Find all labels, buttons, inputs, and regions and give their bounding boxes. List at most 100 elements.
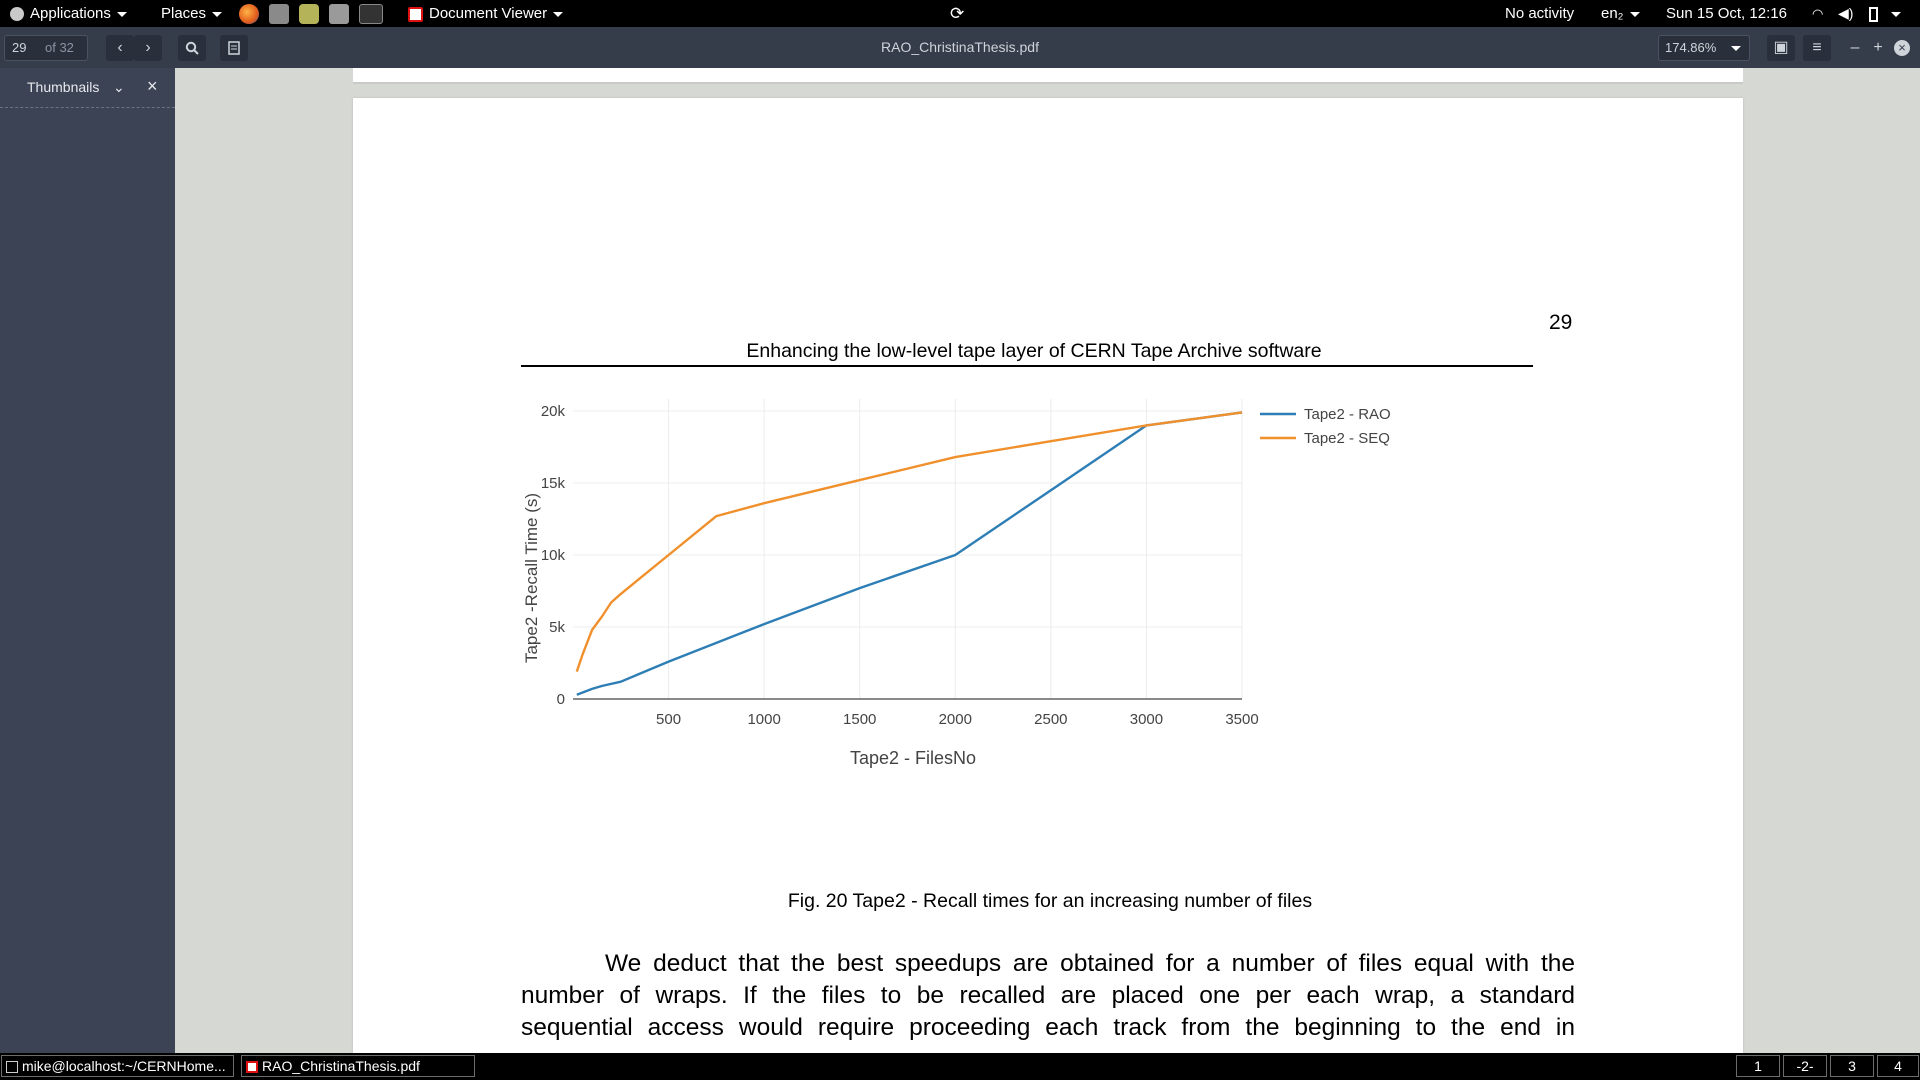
refresh-icon[interactable]: ⟳: [950, 4, 965, 23]
y-axis-label: Tape2 -Recall Time (s): [522, 493, 541, 663]
y-tick-label: 15k: [541, 475, 566, 492]
task-label: RAO_ChristinaThesis.pdf: [262, 1058, 420, 1074]
workspace-2[interactable]: -2-: [1783, 1055, 1827, 1077]
system-menu[interactable]: [1885, 0, 1901, 27]
x-tick-label: 3500: [1225, 711, 1258, 728]
y-tick-label: 5k: [549, 619, 565, 636]
chart-legend: Tape2 - RAO Tape2 - SEQ: [1260, 406, 1391, 447]
applications-menu[interactable]: Applications: [10, 0, 127, 27]
x-tick-label: 3000: [1130, 711, 1163, 728]
body-text: We deduct that the best speedups are obt…: [521, 948, 1575, 1044]
document-viewer-icon: [246, 1061, 258, 1074]
sidebar-header: Thumbnails ⌄ ×: [0, 68, 175, 108]
chevron-down-icon: [212, 11, 223, 17]
chart-ticks: 500 1000 1500 2000 2500 3000 3500 0 5k 10k 15k 20k: [541, 403, 1259, 728]
menu-button[interactable]: ≡: [1803, 35, 1831, 61]
top-panel: Applications Places Document Viewer ⟳ No…: [0, 0, 1920, 27]
close-sidebar-button[interactable]: ×: [147, 76, 158, 97]
chevron-down-icon: [1731, 46, 1741, 51]
pdf-page: 29 Enhancing the low-level tape layer of…: [353, 98, 1743, 1053]
battery-icon[interactable]: [1869, 0, 1878, 27]
terminal-icon[interactable]: [359, 4, 383, 24]
places-menu[interactable]: Places: [161, 0, 223, 27]
x-axis-label: Tape2 - FilesNo: [850, 748, 976, 768]
keyboard-layout-label: en₂: [1601, 5, 1624, 22]
wifi-icon[interactable]: ◠: [1812, 6, 1824, 21]
firefox-icon[interactable]: [239, 4, 259, 24]
x-tick-label: 500: [656, 711, 681, 728]
body-line: number of wraps. If the files to be reca…: [521, 982, 1575, 1009]
chevron-down-icon: [553, 11, 564, 17]
y-tick-label: 10k: [541, 547, 566, 564]
viewer-toolbar: 29 of 32 ‹ › RAO_ChristinaThesis.pdf 174…: [0, 27, 1920, 68]
chevron-down-icon: [1629, 11, 1640, 17]
document-title: RAO_ChristinaThesis.pdf: [881, 39, 1039, 55]
sidebar-mode-dropdown[interactable]: ⌄: [113, 79, 125, 96]
volume-icon[interactable]: ◀): [1838, 5, 1854, 21]
search-button[interactable]: [178, 35, 206, 61]
workspace-3[interactable]: 3: [1830, 1055, 1874, 1077]
minimize-button[interactable]: –: [1843, 35, 1867, 61]
document-save-icon: ▣: [1773, 39, 1789, 56]
x-tick-label: 2500: [1034, 711, 1067, 728]
document-view[interactable]: 29 Enhancing the low-level tape layer of…: [175, 68, 1920, 1053]
bottom-taskbar: mike@localhost:~/CERNHome... RAO_Christi…: [0, 1053, 1920, 1080]
workspace-4[interactable]: 4: [1877, 1055, 1919, 1077]
app-menu[interactable]: Document Viewer: [408, 0, 564, 27]
chart-series: [575, 411, 1243, 696]
legend-label: Tape2 - RAO: [1304, 406, 1391, 423]
x-tick-label: 1000: [747, 711, 780, 728]
terminal-icon: [6, 1061, 18, 1074]
task-document-viewer[interactable]: RAO_ChristinaThesis.pdf: [241, 1055, 475, 1077]
clock[interactable]: Sun 15 Oct, 12:16: [1666, 5, 1787, 22]
page-current-input[interactable]: 29: [12, 40, 27, 55]
search-icon: [185, 41, 199, 55]
previous-page-button[interactable]: ‹: [106, 35, 134, 61]
running-header: Enhancing the low-level tape layer of CE…: [746, 340, 1322, 362]
calculator-icon[interactable]: [329, 4, 349, 24]
y-tick-label: 20k: [541, 403, 566, 420]
chevron-left-icon: ‹: [117, 39, 123, 56]
chevron-down-icon: ⌄: [113, 79, 125, 95]
minimize-icon: –: [1850, 39, 1860, 56]
zoom-value: 174.86%: [1665, 40, 1717, 55]
annotations-button[interactable]: [220, 35, 248, 61]
page-total: of 32: [45, 40, 74, 55]
home-folder-icon[interactable]: [269, 4, 289, 24]
page-number: 29: [1549, 311, 1573, 334]
maximize-icon: +: [1873, 39, 1883, 56]
series-line-rao: [576, 411, 1243, 696]
task-terminal[interactable]: mike@localhost:~/CERNHome...: [1, 1055, 234, 1077]
document-viewer-icon: [408, 6, 423, 22]
activity-status: No activity: [1505, 5, 1575, 22]
body-line: We deduct that the best speedups are obt…: [605, 950, 1575, 977]
keyboard-layout-menu[interactable]: en₂: [1601, 0, 1640, 27]
sidebar: Thumbnails ⌄ ×: [0, 68, 175, 1053]
close-icon: ×: [147, 76, 158, 96]
y-tick-label: 0: [557, 691, 565, 708]
close-window-button[interactable]: ×: [1890, 35, 1914, 61]
chevron-right-icon: ›: [145, 39, 151, 56]
print-button[interactable]: ▣: [1767, 35, 1795, 61]
hamburger-icon: ≡: [1812, 39, 1822, 56]
sidebar-mode-label[interactable]: Thumbnails: [27, 79, 100, 95]
files-app-icon[interactable]: [299, 4, 319, 24]
chevron-down-icon: [1891, 11, 1901, 17]
x-tick-label: 2000: [939, 711, 972, 728]
document-icon: [228, 41, 240, 55]
zoom-selector[interactable]: 174.86%: [1658, 35, 1750, 61]
x-tick-label: 1500: [843, 711, 876, 728]
recall-time-chart: 500 1000 1500 2000 2500 3000 350005k10k15k20k …: [522, 399, 1391, 768]
previous-page: [353, 68, 1743, 84]
chart-grid: [573, 399, 1243, 699]
header-rule: [521, 365, 1533, 367]
gnome-foot-icon: [10, 7, 24, 22]
workspace-1[interactable]: 1: [1736, 1055, 1780, 1077]
legend-label: Tape2 - SEQ: [1304, 430, 1390, 447]
body-line: sequential access would require proceedi…: [521, 1014, 1575, 1041]
next-page-button[interactable]: ›: [134, 35, 162, 61]
maximize-button[interactable]: +: [1866, 35, 1890, 61]
places-label: Places: [161, 5, 207, 22]
page-selector[interactable]: 29 of 32: [4, 35, 88, 61]
app-menu-label: Document Viewer: [429, 5, 548, 22]
